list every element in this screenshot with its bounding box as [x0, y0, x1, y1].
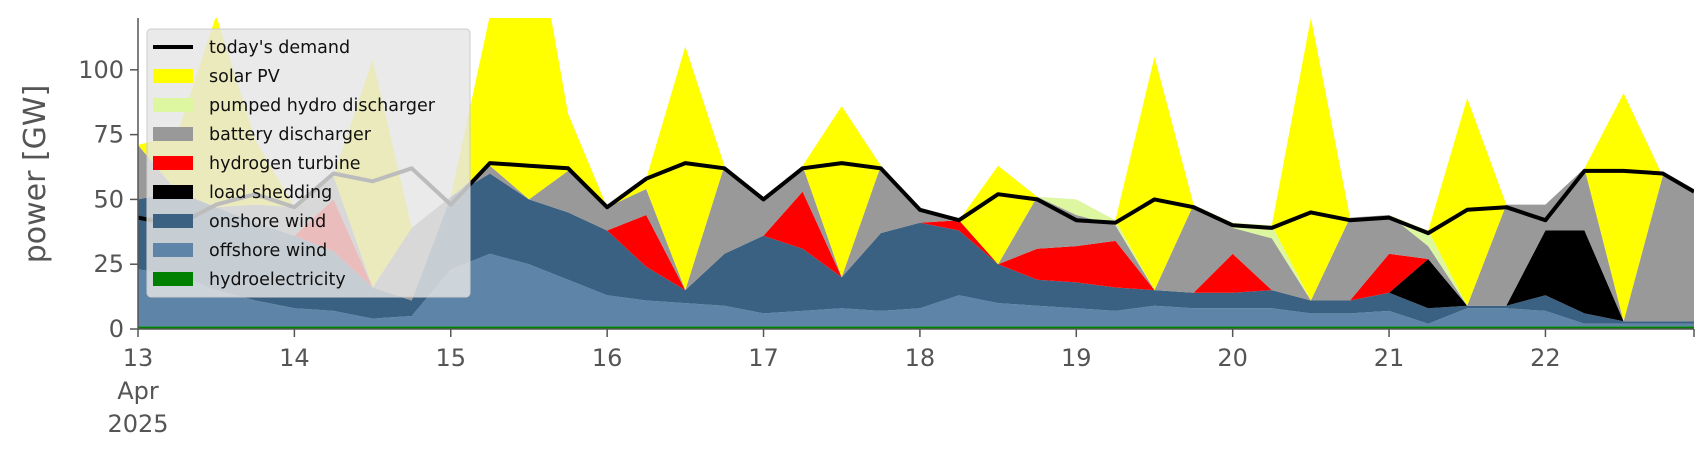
x-tick-label: 19	[1061, 344, 1092, 372]
y-axis-title: power [GW]	[18, 85, 53, 264]
axes: 0 25 50 75 100 13 Apr 2025 14 15 16 17 18 19 20 21 22	[78, 18, 1695, 438]
y-tick-label: 0	[109, 315, 124, 343]
y-tick-label: 25	[93, 250, 124, 278]
y-tick-label: 50	[93, 185, 124, 213]
y-tick-label: 75	[93, 121, 124, 149]
legend-box	[146, 28, 471, 298]
legend: today's demand solar PV pumped hydro disch…	[146, 28, 471, 298]
legend-label-pumped-hydro-discharger: pumped hydro discharger	[209, 96, 436, 116]
legend-swatch-onshore-wind	[153, 214, 193, 228]
legend-label-hydrogen-turbine: hydrogen turbine	[209, 154, 361, 174]
legend-swatch-offshore-wind	[153, 243, 193, 257]
area-solar-pv	[138, 18, 1694, 322]
legend-label-onshore-wind: onshore wind	[209, 212, 326, 232]
x-tick-label: 15	[435, 344, 466, 372]
legend-swatch-solar-pv	[153, 69, 193, 83]
legend-label-today-s-demand: today's demand	[209, 38, 350, 58]
y-tick-label: 100	[78, 56, 124, 84]
legend-label-hydroelectricity: hydroelectricity	[209, 270, 346, 290]
x-tick-label: 21	[1374, 344, 1405, 372]
x-tick-label: 17	[748, 344, 779, 372]
legend-label-battery-discharger: battery discharger	[209, 125, 372, 145]
area-offshore-wind	[138, 253, 1694, 327]
legend-label-load-shedding: load shedding	[209, 183, 332, 203]
legend-swatch-battery-discharger	[153, 127, 193, 141]
legend-swatch-hydroelectricity	[153, 272, 193, 286]
area-battery-discharger	[138, 145, 1694, 322]
x-tick-label: 20	[1217, 344, 1248, 372]
legend-swatch-pumped-hydro-discharger	[153, 98, 193, 112]
area-onshore-wind	[138, 173, 1694, 324]
legend-swatch-load-shedding	[153, 185, 193, 199]
x-tick-label: 18	[905, 344, 936, 372]
legend-label-solar-pv: solar PV	[209, 67, 280, 87]
x-tick-label: 13 Apr 2025	[107, 344, 168, 438]
x-tick-label: 14	[279, 344, 310, 372]
legend-swatch-hydrogen-turbine	[153, 156, 193, 170]
x-tick-label: 22	[1530, 344, 1561, 372]
legend-label-offshore-wind: offshore wind	[209, 241, 327, 261]
x-tick-label: 16	[592, 344, 623, 372]
